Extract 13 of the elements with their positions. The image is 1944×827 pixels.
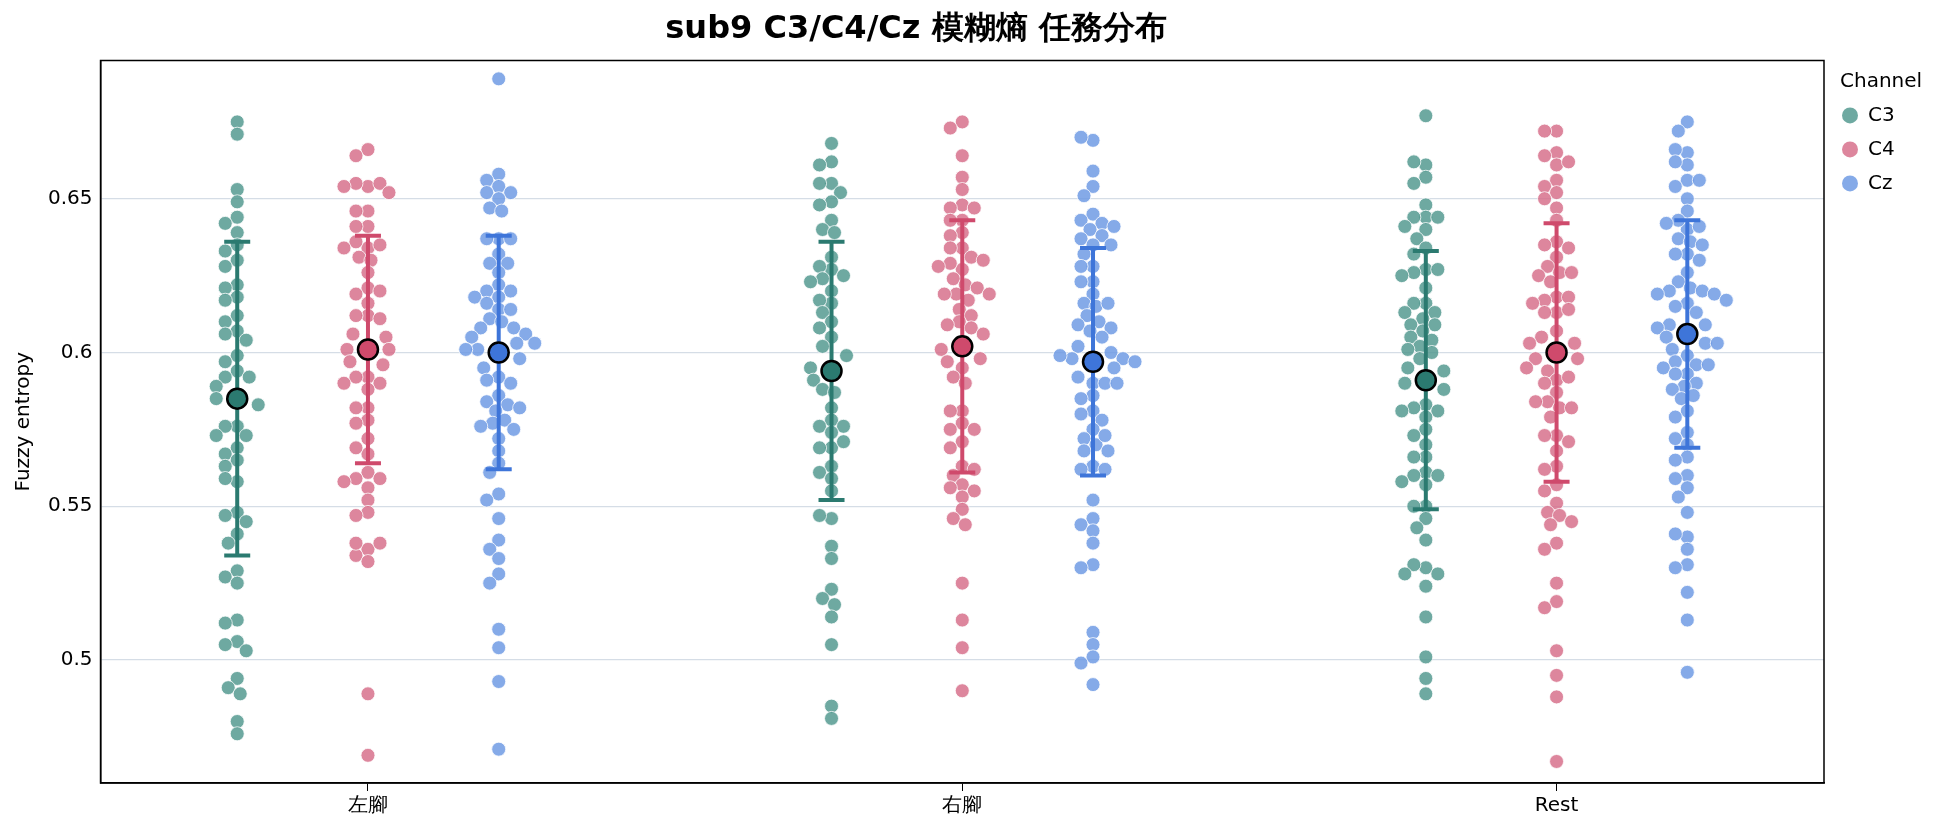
chart-title: sub9 C3/C4/Cz 模糊熵 任務分布	[665, 7, 1167, 46]
y-tick-label: 0.6	[60, 338, 93, 363]
y-tick-label: 0.65	[48, 184, 93, 209]
x-tick-label: Rest	[1534, 792, 1579, 817]
y-tick-label: 0.5	[60, 646, 93, 671]
y-axis-title: Fuzzy entropy	[10, 351, 35, 492]
x-tick-label: 左腳	[347, 792, 388, 817]
legend-label: Cz	[1868, 169, 1893, 194]
x-tick-label: 右腳	[942, 792, 983, 817]
legend-label: C3	[1868, 101, 1895, 126]
legend-title: Channel	[1840, 67, 1923, 92]
y-tick-label: 0.55	[48, 492, 93, 517]
legend-label: C4	[1868, 135, 1895, 160]
